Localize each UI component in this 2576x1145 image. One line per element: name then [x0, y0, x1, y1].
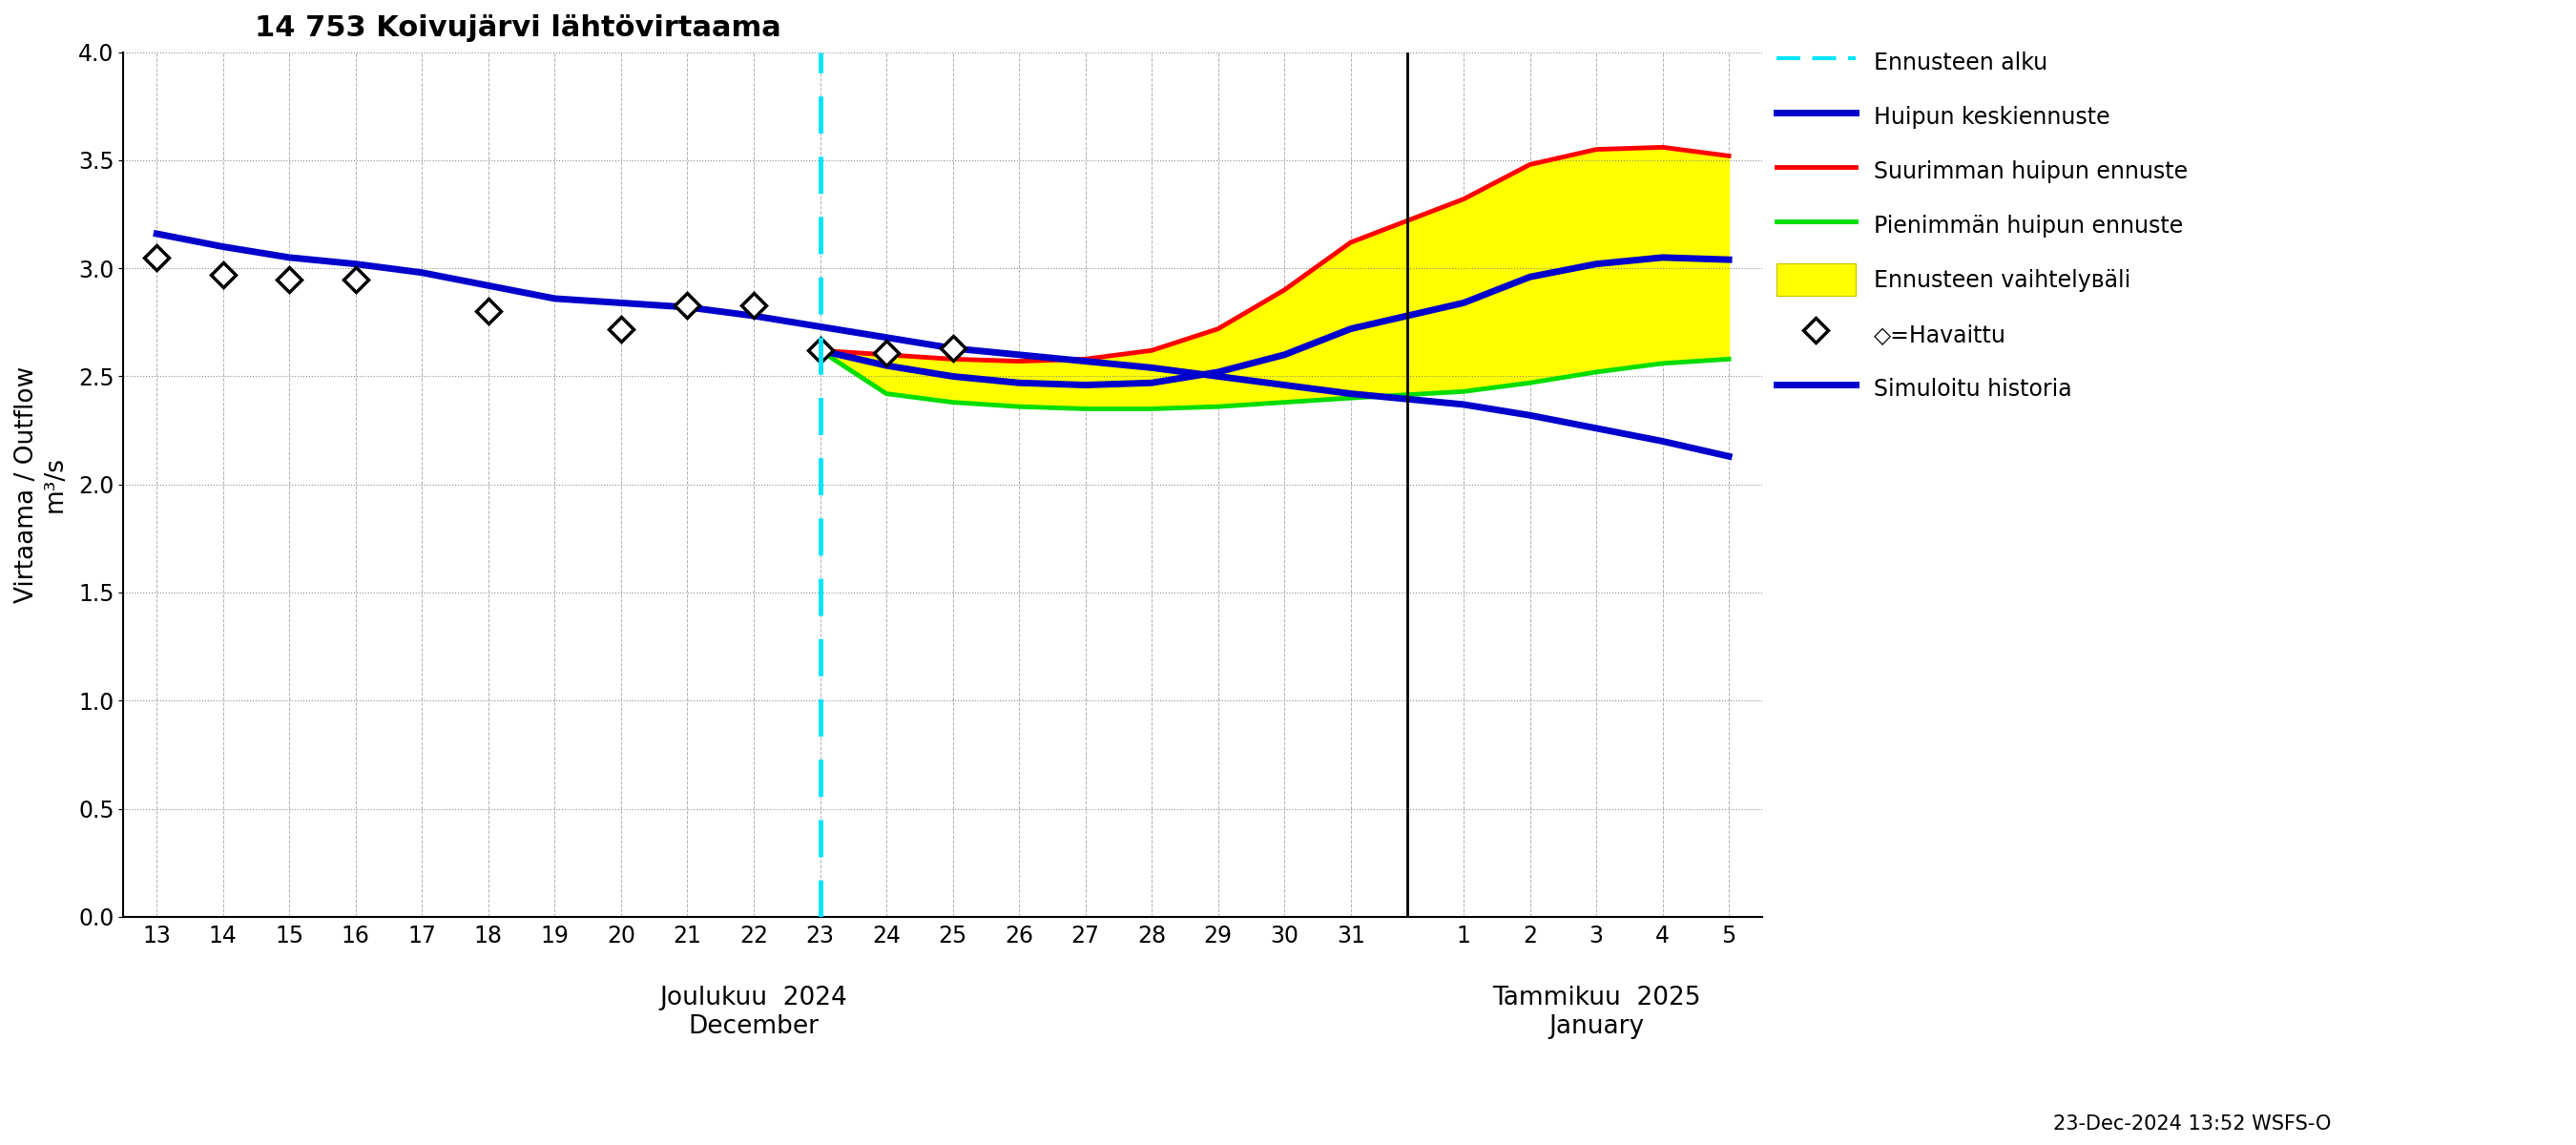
Text: Tammikuu  2025
January: Tammikuu 2025 January: [1492, 986, 1700, 1040]
Text: Joulukuu  2024
December: Joulukuu 2024 December: [659, 986, 848, 1040]
Text: 23-Dec-2024 13:52 WSFS-O: 23-Dec-2024 13:52 WSFS-O: [2053, 1114, 2331, 1134]
Y-axis label: Virtaama / Outflow
m³/s: Virtaama / Outflow m³/s: [15, 366, 67, 603]
Text: 14 753 Koivujärvi lähtövirtaama: 14 753 Koivujärvi lähtövirtaama: [255, 14, 781, 42]
Legend: Ennusteen alku, Huipun keskiennuste, Suurimman huipun ennuste, Pienimmän huipun : Ennusteen alku, Huipun keskiennuste, Suu…: [1777, 46, 2187, 404]
